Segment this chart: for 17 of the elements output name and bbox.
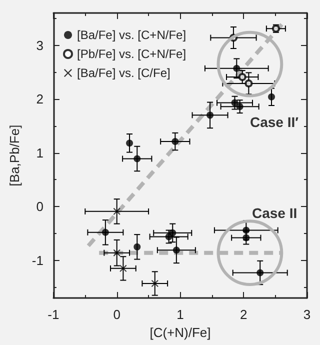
annotation: Case II′ xyxy=(250,114,300,130)
x-tick-label: -1 xyxy=(48,307,60,322)
y-tick-label: 0 xyxy=(36,199,44,214)
x-tick-label: 0 xyxy=(113,307,120,322)
y-tick-label: 2 xyxy=(36,92,44,107)
legend-label: [Ba/Fe] vs. [C+N/Fe] xyxy=(77,28,186,42)
y-tick-label: 1 xyxy=(36,145,44,160)
x-tick-label: 1 xyxy=(176,307,184,322)
y-axis-title: [Ba,Pb/Fe] xyxy=(7,124,22,186)
y-tick-label: 3 xyxy=(36,38,44,53)
x-tick-label: 3 xyxy=(303,307,311,322)
x-axis-title: [C(+N)/Fe] xyxy=(150,324,211,340)
legend-label: [Ba/Fe] vs. [C/Fe] xyxy=(77,66,170,80)
annotation: Case II xyxy=(252,205,298,221)
y-tick-label: -1 xyxy=(32,252,44,268)
legend-label: [Pb/Fe] vs. [C+N/Fe] xyxy=(77,47,186,61)
x-tick-label: 2 xyxy=(240,307,248,322)
